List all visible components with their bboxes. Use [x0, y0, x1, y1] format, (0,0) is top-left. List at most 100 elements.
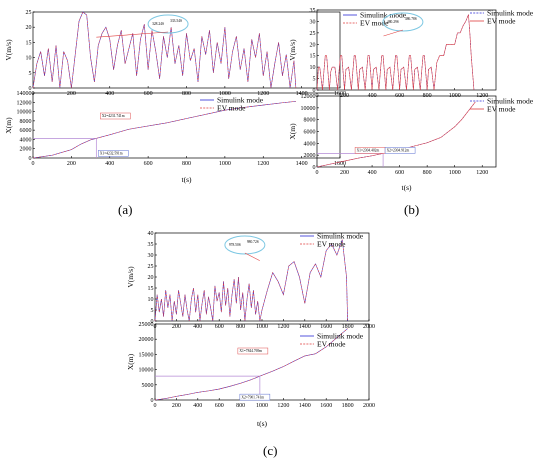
y-tick-label: 10000: [17, 110, 32, 116]
chart-b-bottom: 0 2000 4000 6000 8000 10000 12000 0 200 400 600 800…: [288, 94, 534, 192]
annotation-box: [98, 150, 129, 157]
series-line-simulink-mode: [32, 101, 296, 159]
annotation-label: X1=7844.769m: [239, 349, 262, 353]
legend-label: EV mode: [360, 19, 389, 28]
y-tick-label: 25: [26, 10, 32, 16]
annotation-label: X1=2304.402m: [357, 149, 380, 153]
y-tick-label: 2000: [20, 147, 32, 153]
x-tick-label: 1000: [219, 91, 231, 97]
x-tick-label: 200: [172, 324, 181, 330]
x-tick-label: 400: [193, 324, 202, 330]
x-tick-label: 400: [368, 170, 377, 176]
y-tick-label: 40: [148, 231, 154, 237]
legend-label: EV mode: [487, 17, 516, 26]
x-tick-label: 400: [105, 161, 114, 167]
y-tick-label: 0: [151, 319, 154, 325]
x-tick-label: 1600: [334, 161, 346, 167]
y-tick-label: 35: [148, 242, 154, 248]
annotation-box: [239, 393, 271, 401]
y-tick-label: 35: [310, 8, 316, 14]
series-line-simulink-mode: [316, 14, 475, 91]
y-tick-label: 6000: [20, 128, 32, 134]
y-axis-label: X(m): [288, 123, 297, 140]
y-tick-label: 20: [26, 25, 32, 31]
series-line-ev-mode: [154, 239, 348, 322]
y-tick-label: 2000: [304, 153, 316, 159]
x-tick-label: 1200: [277, 403, 289, 409]
x-tick-label: 0: [316, 170, 319, 176]
series-line-ev-mode: [316, 14, 475, 91]
x-axis-label: t(s): [182, 175, 193, 184]
y-tick-label: 20000: [139, 337, 154, 343]
x-axis-label: t(s): [257, 419, 268, 428]
y-axis-label: V(m/s): [288, 39, 297, 61]
x-tick-label: 200: [67, 91, 76, 97]
x-tick-label: 600: [144, 161, 153, 167]
y-tick-label: 0: [29, 86, 32, 92]
x-tick-label: 1200: [476, 170, 488, 176]
y-axis-label: V(m/s): [126, 266, 135, 288]
y-tick-label: 0: [313, 88, 316, 94]
y-tick-label: 0: [29, 156, 32, 162]
x-tick-label: 1600: [320, 324, 332, 330]
annotation-label: X2=2304.912m: [387, 149, 410, 153]
series-line-ev-mode: [154, 328, 348, 401]
zoom-ellipse: [147, 14, 189, 34]
plot-frame: [316, 95, 497, 168]
x-axis-label: t(s): [402, 183, 413, 192]
x-tick-label: 200: [340, 170, 349, 176]
x-tick-label: 1200: [257, 91, 269, 97]
y-tick-label: 5: [313, 77, 316, 83]
x-tick-label: 600: [215, 324, 224, 330]
x-tick-label: 800: [423, 170, 432, 176]
x-tick-label: 1400: [296, 161, 308, 167]
annotation-box: [237, 347, 269, 355]
annotation-label: X2=4231.741m: [102, 114, 125, 118]
y-tick-label: 10: [26, 56, 32, 62]
x-tick-label: 800: [182, 161, 191, 167]
caption-a: (a): [118, 202, 132, 217]
x-tick-label: 800: [182, 91, 191, 97]
y-tick-label: 10000: [301, 106, 316, 112]
legend-label: EV mode: [487, 105, 516, 114]
zoom-arrow: [383, 29, 404, 37]
legend-label: EV mode: [317, 240, 346, 249]
caption-b: (b): [404, 202, 419, 217]
y-tick-label: 0: [313, 165, 316, 171]
legend-label: Simulink mode: [317, 332, 364, 341]
y-tick-label: 10: [148, 297, 154, 303]
annotation-label: 978.50S: [229, 243, 241, 247]
y-tick-label: 5: [151, 308, 154, 314]
x-tick-label: 1600: [320, 403, 332, 409]
x-tick-label: 1800: [342, 324, 354, 330]
x-tick-label: 800: [236, 403, 245, 409]
y-tick-label: 25: [310, 31, 316, 37]
y-axis-label: V(m/s): [4, 39, 13, 61]
legend-label: EV mode: [317, 340, 346, 349]
annotation-label: 333.54S: [170, 19, 182, 23]
y-tick-label: 15000: [139, 352, 154, 358]
annotation-label: 480.29S: [387, 20, 399, 24]
series-line-ev-mode: [32, 11, 297, 89]
y-tick-label: 5: [29, 71, 32, 77]
y-tick-label: 30: [148, 253, 154, 259]
zoom-ellipse: [382, 12, 424, 32]
x-tick-label: 0: [32, 161, 35, 167]
zoom-ellipse: [224, 235, 266, 255]
legend-label: EV mode: [217, 104, 246, 113]
y-tick-label: 8000: [304, 118, 316, 124]
y-tick-label: 20: [148, 275, 154, 281]
legend-label: Simulink mode: [487, 9, 534, 18]
y-tick-label: 14000: [17, 91, 32, 97]
x-tick-label: 600: [395, 170, 404, 176]
x-tick-label: 400: [193, 403, 202, 409]
zoom-arrow: [96, 31, 169, 38]
x-tick-label: 1400: [299, 324, 311, 330]
